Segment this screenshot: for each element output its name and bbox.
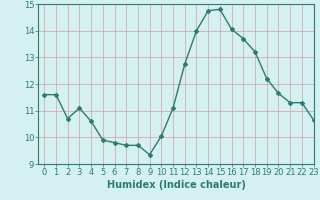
X-axis label: Humidex (Indice chaleur): Humidex (Indice chaleur) (107, 180, 245, 190)
